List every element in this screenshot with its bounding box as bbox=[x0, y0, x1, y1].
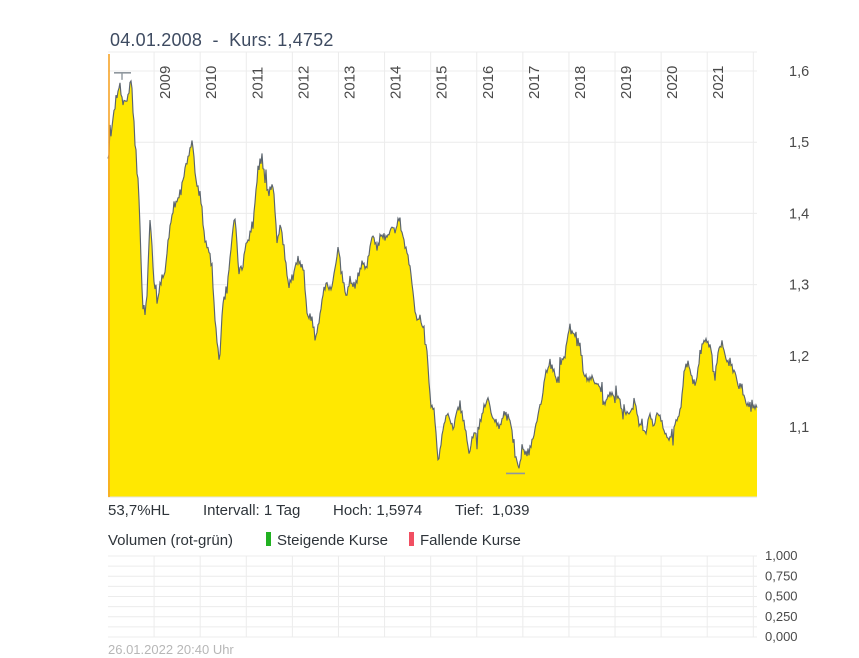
volume-legend-label: Volumen (rot-grün) bbox=[108, 532, 234, 549]
price-axis-label: 1,6 bbox=[789, 64, 809, 80]
x-axis-year-label: 2014 bbox=[388, 66, 405, 99]
x-axis-year-label: 2016 bbox=[480, 66, 497, 99]
price-axis-label: 1,3 bbox=[789, 278, 809, 294]
price-axis-label: 1,2 bbox=[789, 349, 809, 365]
x-axis-year-label: 2021 bbox=[710, 66, 727, 99]
x-axis-year-label: 2020 bbox=[664, 66, 681, 99]
price-line bbox=[107, 79, 758, 469]
price-area bbox=[108, 81, 757, 497]
x-axis-year-label: 2012 bbox=[295, 66, 312, 99]
rising-kurse-label: Steigende Kurse bbox=[277, 532, 388, 549]
stats-row: 53,7%HL Intervall: 1 Tag Hoch: 1,5974 Ti… bbox=[0, 502, 859, 522]
x-axis-year-label: 2013 bbox=[341, 66, 358, 99]
stat-percent-hl: 53,7%HL bbox=[108, 502, 170, 519]
volume-axis-label: 1,000 bbox=[765, 548, 798, 563]
price-axis-label: 1,4 bbox=[789, 206, 809, 222]
volume-legend-row: Volumen (rot-grün) Steigende Kurse Falle… bbox=[0, 532, 859, 550]
timestamp: 26.01.2022 20:40 Uhr bbox=[108, 642, 234, 657]
x-axis-year-label: 2010 bbox=[203, 66, 220, 99]
stat-high: Hoch: 1,5974 bbox=[333, 502, 423, 519]
x-axis-year-label: 2018 bbox=[572, 66, 589, 99]
price-axis-label: 1,5 bbox=[789, 135, 809, 151]
volume-axis-label: 0,250 bbox=[765, 609, 798, 624]
x-axis-year-label: 2019 bbox=[618, 66, 635, 99]
stat-low: Tief: 1,039 bbox=[455, 502, 530, 519]
price-axis-label: 1,1 bbox=[789, 420, 809, 436]
x-axis-year-label: 2015 bbox=[434, 66, 451, 99]
falling-kurse-swatch-icon bbox=[409, 532, 414, 546]
falling-kurse-label: Fallende Kurse bbox=[420, 532, 521, 549]
volume-axis-label: 0,000 bbox=[765, 629, 798, 644]
x-axis-year-label: 2009 bbox=[157, 66, 174, 99]
chart-title: 04.01.2008 - Kurs: 1,4752 bbox=[110, 30, 334, 50]
x-axis-year-label: 2017 bbox=[526, 66, 543, 99]
x-axis-year-label: 2011 bbox=[249, 67, 266, 99]
stat-interval: Intervall: 1 Tag bbox=[203, 502, 301, 519]
volume-axis-label: 0,500 bbox=[765, 589, 798, 604]
rising-kurse-swatch-icon bbox=[266, 532, 271, 546]
volume-axis-label: 0,750 bbox=[765, 568, 798, 583]
